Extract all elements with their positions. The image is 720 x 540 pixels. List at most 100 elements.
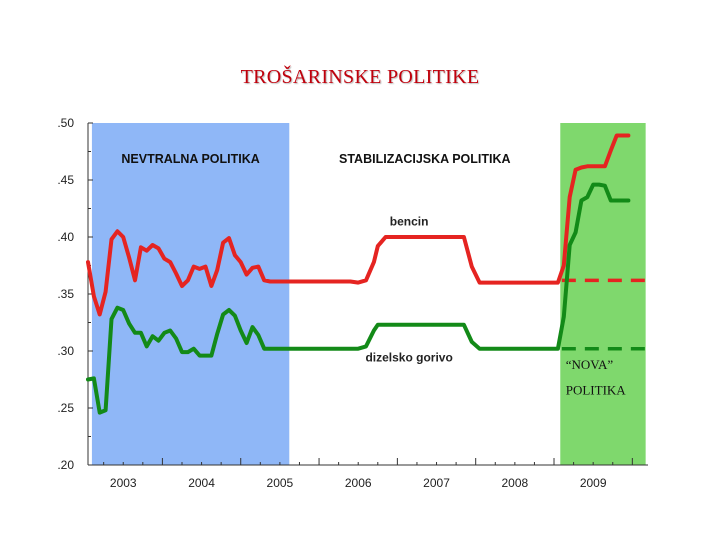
data-point: [341, 347, 344, 351]
data-point: [341, 280, 344, 283]
data-point: [454, 323, 458, 327]
data-point: [615, 134, 619, 137]
data-point: [585, 195, 589, 199]
data-point: [239, 260, 243, 264]
data-point: [548, 281, 552, 284]
data-point: [139, 245, 143, 249]
data-point: [399, 323, 403, 327]
data-point: [286, 280, 290, 283]
data-point: [186, 350, 190, 354]
data-point: [301, 280, 305, 283]
data-point: [574, 168, 577, 172]
data-point: [423, 323, 427, 327]
data-point: [325, 280, 329, 283]
data-point: [104, 290, 108, 294]
data-point: [145, 345, 149, 348]
data-point: [86, 260, 90, 264]
data-point: [446, 235, 450, 239]
data-point: [509, 281, 513, 284]
data-point: [227, 308, 231, 312]
data-point: [533, 347, 536, 351]
chart-axes: .20 .25 .30 .35 .40 .45 .50 2003 2004 2005 2006 200…: [57, 116, 648, 490]
data-point: [180, 350, 184, 354]
data-point: [392, 323, 395, 327]
data-point: [121, 235, 125, 239]
region-label-0: NEVTRALNA POLITIKA: [121, 152, 259, 166]
data-point: [280, 347, 284, 351]
data-point: [192, 347, 196, 351]
data-point: [517, 281, 521, 284]
data-point: [317, 347, 321, 351]
data-point: [372, 329, 376, 332]
data-point: [286, 347, 290, 351]
data-point: [325, 347, 329, 351]
data-point: [407, 323, 411, 327]
data-point: [446, 323, 450, 327]
data-point: [92, 376, 96, 380]
data-point: [372, 260, 376, 264]
data-point: [615, 199, 619, 202]
data-point: [591, 164, 595, 168]
data-point: [104, 408, 108, 412]
data-point: [415, 323, 419, 327]
data-point: [115, 229, 119, 233]
data-point: [215, 268, 219, 272]
data-point: [110, 317, 113, 321]
data-point: [609, 148, 613, 152]
data-point: [603, 164, 607, 168]
chart-title: TROŠARINSKE POLITIKE: [240, 66, 480, 88]
data-point: [256, 265, 260, 269]
annotation-3: POLITIKA: [566, 382, 627, 397]
data-point: [317, 280, 321, 283]
data-point: [198, 354, 202, 357]
data-point: [98, 313, 102, 316]
data-point: [548, 347, 552, 351]
data-point: [392, 235, 395, 239]
series-line-1: [86, 182, 631, 415]
data-point: [525, 347, 529, 351]
data-point: [280, 280, 284, 283]
data-point: [627, 134, 630, 137]
data-point: [239, 329, 243, 332]
series-points-1: [86, 183, 630, 414]
data-point: [139, 331, 143, 335]
data-point: [627, 199, 630, 202]
data-point: [133, 331, 137, 335]
data-point: [540, 347, 544, 351]
data-point: [204, 265, 207, 269]
data-point: [127, 322, 131, 326]
data-point: [110, 237, 113, 241]
chart-series: [86, 133, 631, 415]
data-point: [439, 235, 442, 239]
data-point: [294, 280, 297, 283]
data-point: [597, 183, 601, 186]
data-point: [486, 347, 489, 351]
data-point: [256, 333, 260, 337]
data-point: [180, 284, 184, 288]
data-point: [274, 280, 278, 283]
data-point: [415, 235, 419, 239]
data-point: [562, 315, 566, 319]
data-point: [162, 331, 166, 335]
y-tick-label: .45: [57, 173, 74, 187]
annotation-0: bencin: [390, 215, 429, 229]
data-point: [439, 323, 442, 327]
data-point: [145, 249, 149, 253]
data-point: [562, 264, 566, 267]
data-point: [157, 247, 160, 250]
data-point: [568, 243, 572, 247]
data-point: [174, 272, 178, 275]
data-point: [209, 284, 213, 288]
data-point: [233, 253, 237, 257]
data-point: [151, 243, 155, 247]
series-line-0: [86, 133, 631, 317]
data-point: [133, 278, 137, 282]
data-point: [364, 345, 368, 348]
data-point: [268, 280, 272, 283]
x-tick-label: 2006: [345, 476, 372, 490]
y-tick-label: .35: [57, 287, 74, 301]
data-point: [333, 280, 337, 283]
annotation-1: dizelsko gorivo: [365, 350, 452, 364]
x-tick-label: 2003: [110, 476, 137, 490]
